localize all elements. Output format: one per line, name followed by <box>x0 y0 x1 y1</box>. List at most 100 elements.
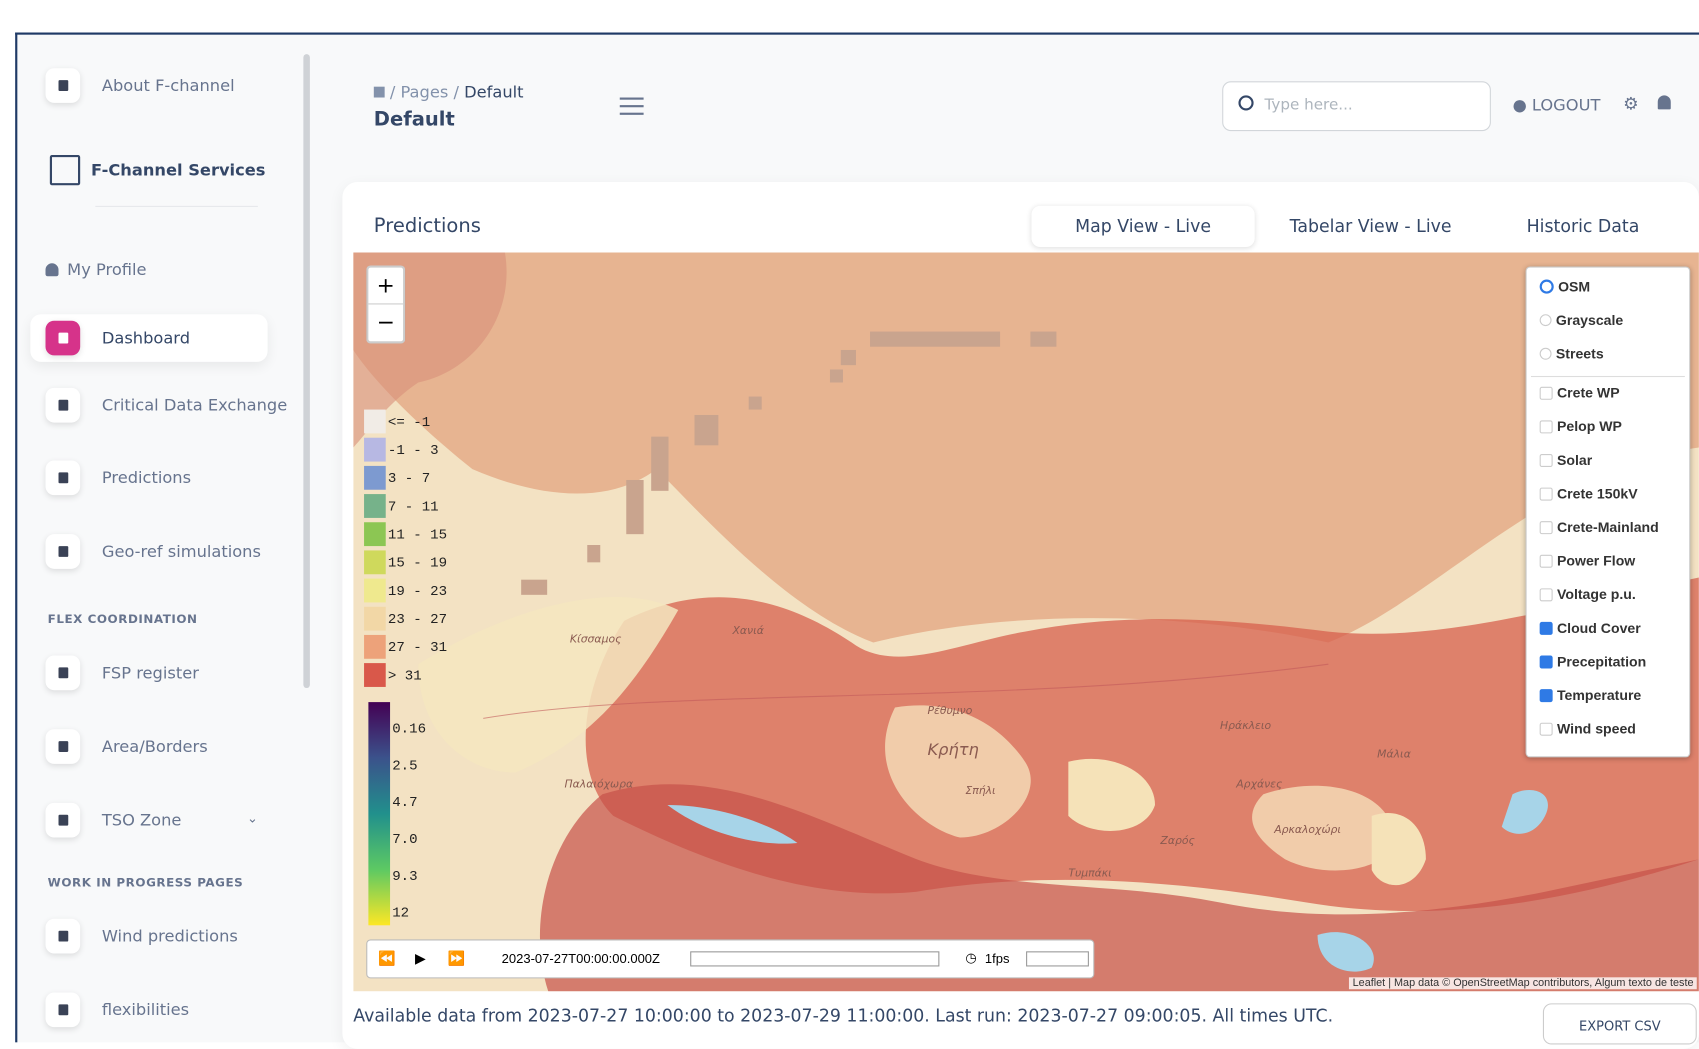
crumb[interactable]: Pages <box>400 82 449 102</box>
overlay-layer[interactable]: Power Flow <box>1539 552 1636 569</box>
overlay-layer[interactable]: Crete-Mainland <box>1539 518 1659 536</box>
nav-label[interactable]: About F-channel <box>101 75 235 96</box>
zoom-in[interactable]: + <box>368 268 404 305</box>
nav-label[interactable]: Wind predictions <box>101 926 238 946</box>
icon-glyph <box>57 399 68 411</box>
nav-item[interactable]: Wind predictions <box>45 918 238 954</box>
time-display: 2023-07-27T00:00:00.000Z <box>501 951 660 967</box>
base-layer[interactable]: OSM <box>1539 278 1591 295</box>
nav-item[interactable]: FSP register <box>45 655 199 691</box>
checkbox[interactable] <box>1539 587 1553 601</box>
layer-label[interactable]: Temperature <box>1556 686 1642 704</box>
layer-label[interactable]: Power Flow <box>1556 552 1636 569</box>
nav-label[interactable]: Dashboard <box>101 328 191 348</box>
legend-label: 27 - 31 <box>387 638 448 655</box>
backward[interactable]: ⏪ <box>378 950 396 967</box>
legend-item: 15 - 19 <box>364 550 448 575</box>
overlay-layer[interactable]: Precepitation <box>1539 653 1647 670</box>
nav-item[interactable]: My Profile <box>45 260 147 280</box>
overlay-layer[interactable]: Temperature <box>1539 686 1642 704</box>
tab[interactable]: Map View - Live <box>1031 205 1255 248</box>
nav-item[interactable]: Critical Data Exchange <box>45 387 288 423</box>
checkbox[interactable] <box>1539 722 1553 736</box>
logout[interactable]: ● LOGOUT <box>1512 95 1601 115</box>
overlay-layer[interactable]: Wind speed <box>1539 720 1636 737</box>
layer-label[interactable]: Pelop WP <box>1556 418 1622 435</box>
overlay-layer[interactable]: Cloud Cover <box>1539 619 1641 637</box>
forward[interactable]: ⏩ <box>447 950 466 967</box>
nav-icon <box>45 534 81 569</box>
nav-label[interactable]: FSP register <box>101 663 199 683</box>
nav-item[interactable]: TSO Zone <box>45 802 182 838</box>
legend-label: 15 - 19 <box>387 554 448 571</box>
base-layer[interactable]: Streets <box>1539 345 1604 362</box>
nav-label[interactable]: My Profile <box>67 260 147 280</box>
overlay-layer[interactable]: Voltage p.u. <box>1539 586 1636 603</box>
legend-item: 11 - 15 <box>364 522 447 547</box>
legend-swatch <box>364 634 386 659</box>
layer-label[interactable]: Wind speed <box>1556 720 1636 737</box>
checkbox[interactable] <box>1539 487 1553 501</box>
notification-icon[interactable] <box>1657 95 1671 110</box>
map[interactable]: Χανιά Κίσσαμος Ρέθυμνο Κρήτη Ηράκλειο Μάλια Αρ… <box>353 252 1699 992</box>
nav-item[interactable]: Area/Borders <box>45 729 208 764</box>
checkbox[interactable] <box>1539 453 1553 467</box>
scrollbar[interactable] <box>303 54 310 689</box>
nav-icon <box>45 460 81 496</box>
nav-item[interactable]: Predictions <box>45 460 192 496</box>
fps-slider[interactable] <box>1026 951 1089 967</box>
nav-label[interactable]: Predictions <box>101 468 192 488</box>
layer-label[interactable]: Crete-Mainland <box>1556 518 1659 536</box>
nav-item[interactable]: About F-channel <box>45 68 235 103</box>
checkbox[interactable] <box>1539 621 1553 635</box>
card-title: Predictions <box>373 214 481 238</box>
nav-label[interactable]: Critical Data Exchange <box>101 395 288 415</box>
nav-item[interactable]: flexibilities <box>45 992 190 1028</box>
nav-item[interactable]: Geo-ref simulations <box>45 534 261 569</box>
base-layer[interactable]: Grayscale <box>1539 312 1624 329</box>
layer-label[interactable]: Streets <box>1555 345 1604 362</box>
nav-item[interactable]: Dashboard <box>30 314 269 362</box>
checkbox[interactable] <box>1539 520 1553 534</box>
icon-glyph <box>57 1004 68 1016</box>
layer-label[interactable]: Voltage p.u. <box>1556 586 1636 603</box>
checkbox[interactable] <box>1539 419 1553 433</box>
checkbox[interactable] <box>1539 688 1553 702</box>
overlay-layer[interactable]: Crete WP <box>1539 384 1620 401</box>
nav-label[interactable]: Area/Borders <box>101 736 208 757</box>
logout-label[interactable]: LOGOUT <box>1531 95 1601 115</box>
layer-label[interactable]: Solar <box>1556 451 1593 469</box>
zoom-out[interactable]: − <box>376 308 395 335</box>
nav-label[interactable]: Geo-ref simulations <box>101 541 261 562</box>
legend-item: > 31 <box>364 663 422 687</box>
menu-toggle[interactable] <box>619 97 644 115</box>
layer-label[interactable]: Grayscale <box>1555 312 1624 329</box>
settings-icon[interactable]: ⚙ <box>1623 93 1639 114</box>
place-label: Αρχάνες <box>1236 779 1283 791</box>
nav-label[interactable]: TSO Zone <box>101 810 182 830</box>
place-label: Χανιά <box>732 625 764 638</box>
layer-label[interactable]: Precepitation <box>1556 653 1647 670</box>
checkbox[interactable] <box>1539 386 1553 400</box>
time-slider[interactable] <box>690 951 940 967</box>
layer-label[interactable]: Crete WP <box>1556 384 1620 401</box>
overlay-layer[interactable]: Pelop WP <box>1539 418 1622 435</box>
nav-label[interactable]: flexibilities <box>101 1000 190 1020</box>
legend-swatch <box>364 550 386 575</box>
overlay-layer[interactable]: Solar <box>1539 451 1593 469</box>
legend-swatch <box>364 437 386 462</box>
checkbox[interactable] <box>1539 554 1553 568</box>
layer-label[interactable]: Crete 150kV <box>1556 485 1638 502</box>
tab[interactable]: Tabelar View - Live <box>1289 215 1452 237</box>
precipitation-scale <box>368 702 391 926</box>
export-button[interactable]: EXPORT CSV <box>1542 1003 1697 1045</box>
brand-label: F-Channel Services <box>91 160 266 180</box>
brand[interactable]: F-Channel Services <box>49 154 266 186</box>
layer-label[interactable]: Cloud Cover <box>1556 619 1641 637</box>
overlay-layer[interactable]: Crete 150kV <box>1539 485 1638 502</box>
tab[interactable]: Historic Data <box>1526 215 1640 237</box>
play[interactable]: ▶ <box>414 950 426 967</box>
layer-label[interactable]: OSM <box>1558 278 1591 295</box>
checkbox[interactable] <box>1539 654 1553 668</box>
search-box[interactable]: Type here... <box>1222 81 1491 132</box>
